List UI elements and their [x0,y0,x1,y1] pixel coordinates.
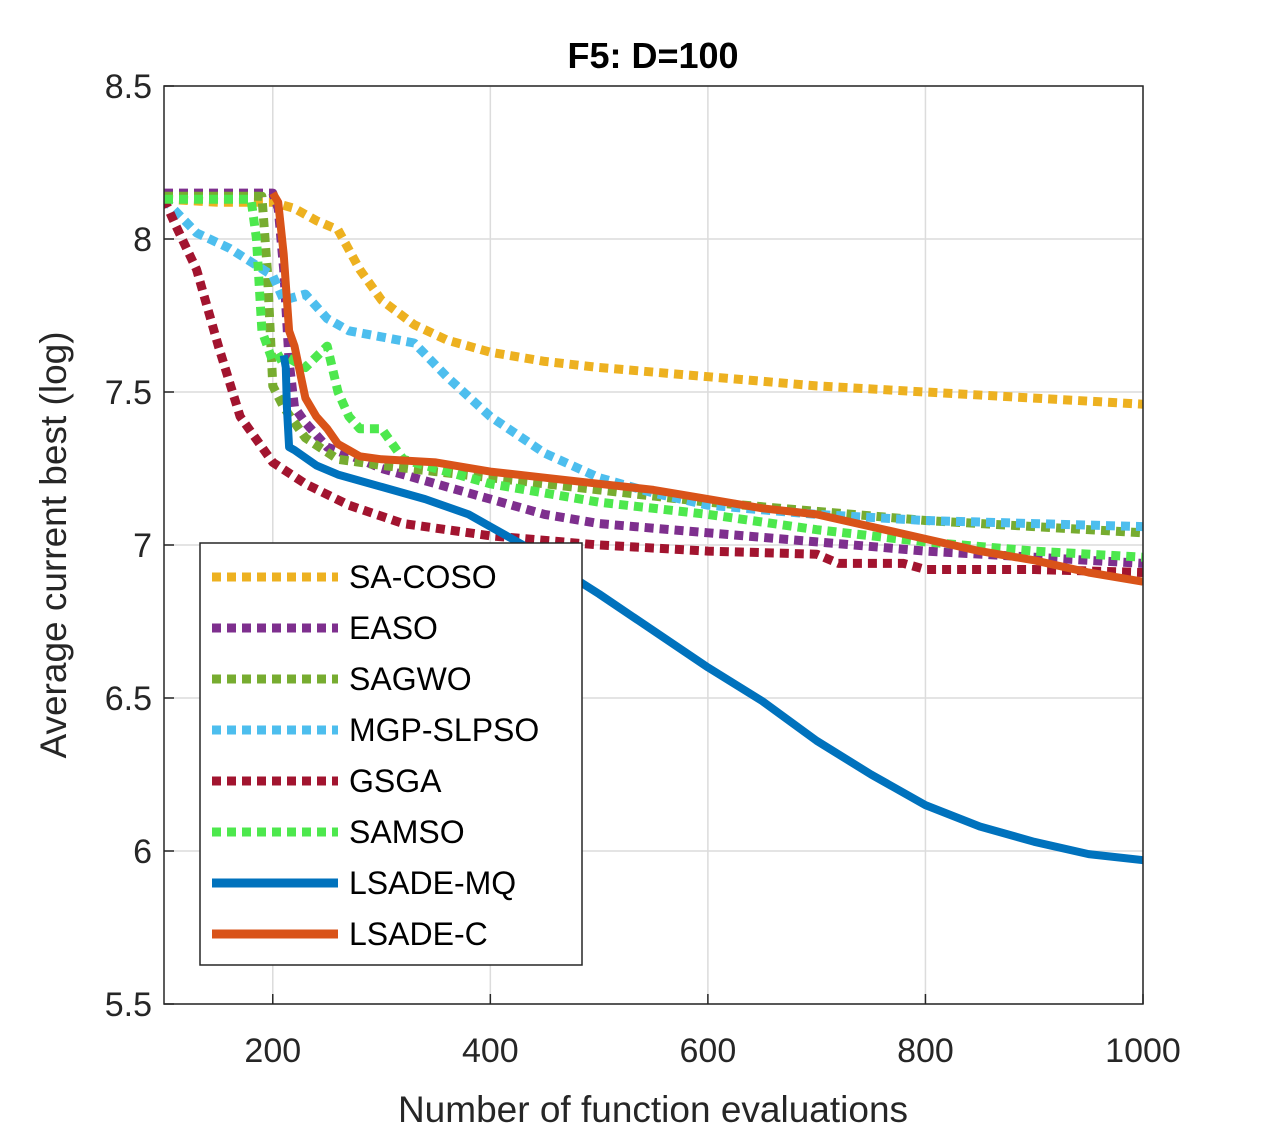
legend-label-sagwo: SAGWO [349,661,472,697]
y-tick-label-6: 8.5 [105,68,152,106]
y-axis-label: Average current best (log) [33,331,74,758]
x-tick-label-4: 1000 [1105,1032,1181,1070]
legend-label-mgp-slpso: MGP-SLPSO [349,712,539,748]
legend-box [199,542,583,966]
legend-label-lsade-c: LSADE-C [349,916,488,952]
series-group [164,188,1143,865]
legend-label-gsga: GSGA [349,763,442,799]
x-tick-label-0: 200 [244,1032,301,1070]
y-tick-label-2: 6.5 [105,680,152,718]
y-tick-label-3: 7 [133,527,152,565]
axes-box [163,85,1144,1005]
x-tick-label-3: 800 [897,1032,954,1070]
series-line-gsga [164,197,1143,577]
chart-title: F5: D=100 [567,35,738,76]
tick-labels: 200 400 600 800 1000 5.5 6 6.5 7 7.5 8 8.5 [105,68,1181,1070]
legend-label-lsade-mq: LSADE-MQ [349,865,516,901]
x-tick-label-1: 400 [462,1032,519,1070]
x-axis-label: Number of function evaluations [398,1089,908,1130]
y-tick-label-0: 5.5 [105,986,152,1024]
y-tick-label-4: 7.5 [105,374,152,412]
legend-label-easo: EASO [349,610,438,646]
series-line-sa-coso [164,194,1143,409]
legend-label-samso: SAMSO [349,814,465,850]
y-tick-label-1: 6 [133,833,152,871]
series-line-lsade-c [269,191,1143,586]
legend-label-sa-coso: SA-COSO [349,559,497,595]
y-tick-label-5: 8 [133,221,152,259]
x-tick-label-2: 600 [680,1032,737,1070]
legend: SA-COSO EASO SAGWO MGP-SLPSO GSGA SAMSO LSADE-… [199,542,583,966]
series-line-samso [164,194,1143,562]
